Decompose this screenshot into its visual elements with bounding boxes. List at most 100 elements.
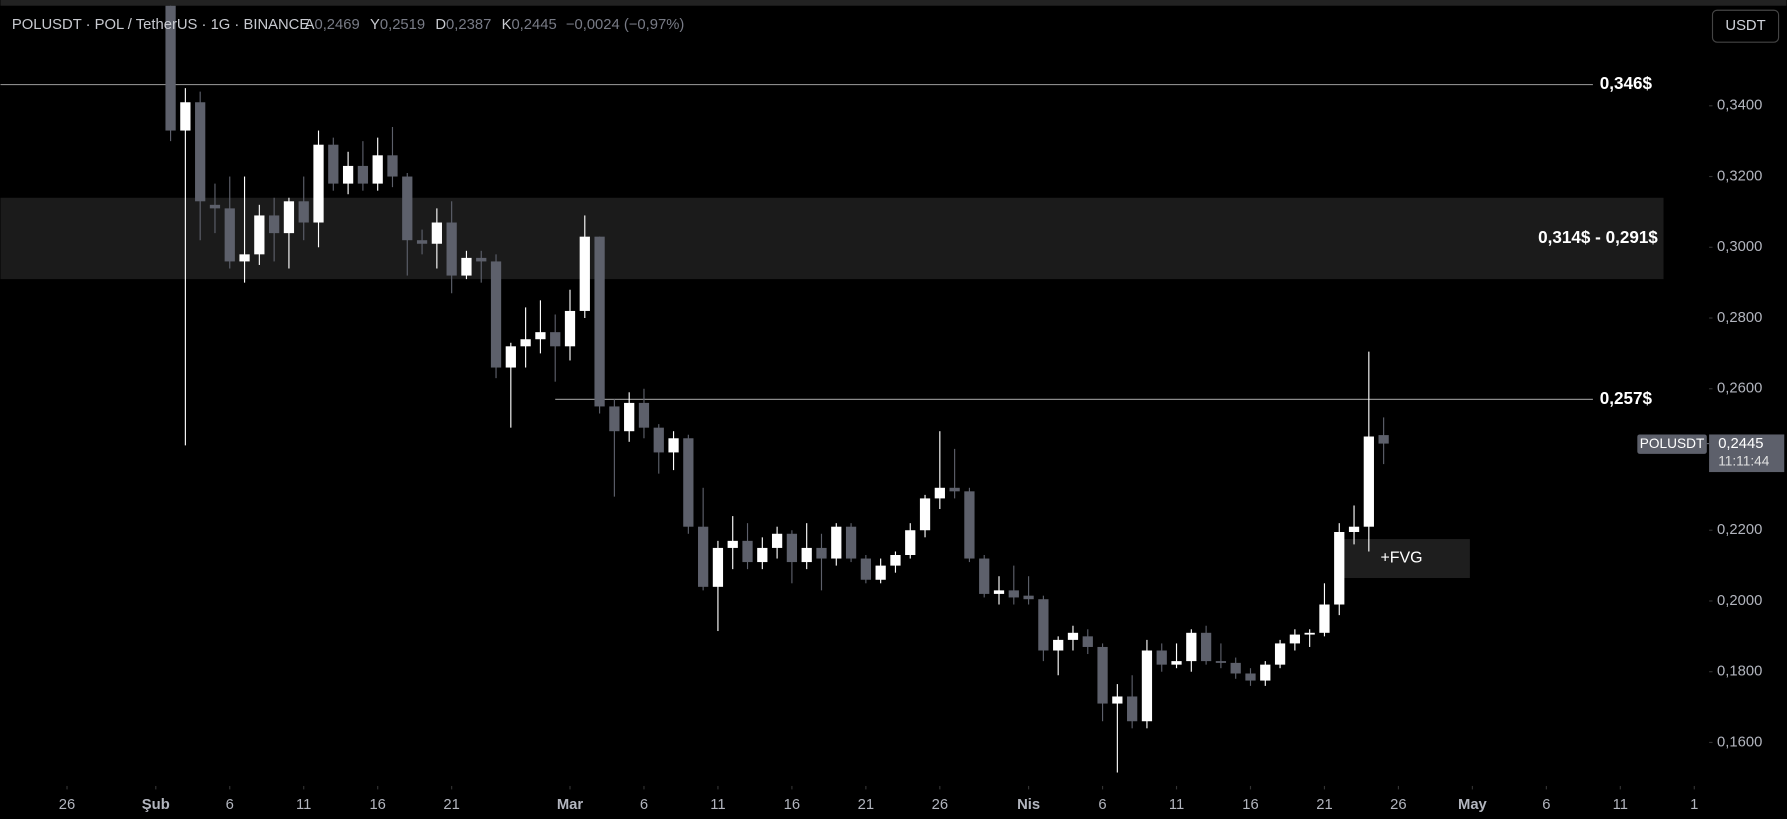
- x-tick-label: 11: [710, 797, 725, 813]
- candle-body: [1363, 436, 1374, 527]
- candle-body: [505, 346, 516, 368]
- candle-body: [624, 402, 635, 432]
- legend-key: A: [305, 17, 315, 33]
- candle-body: [919, 498, 931, 531]
- legend-key: Y: [370, 17, 380, 33]
- x-tick-label: 11: [296, 797, 311, 813]
- candle-body: [831, 526, 842, 559]
- candle-body: [683, 438, 694, 527]
- candle-body: [180, 102, 191, 131]
- candle-body: [283, 201, 295, 234]
- price-zone: [0, 197, 1664, 280]
- candle-body: [239, 254, 250, 262]
- candle-body: [1230, 662, 1241, 674]
- x-tick-label: 26: [1390, 797, 1406, 813]
- candle-body: [934, 487, 945, 499]
- candle-body: [1186, 632, 1197, 662]
- candle-body: [535, 332, 546, 340]
- candle-body: [949, 487, 960, 492]
- level-label: 0,346$: [1600, 74, 1653, 93]
- candle-body: [786, 533, 798, 563]
- y-tick-label: 0,1800: [1717, 664, 1762, 680]
- candle-body: [1245, 673, 1256, 681]
- candle-body: [993, 590, 1005, 594]
- legend-value: 0,2469: [314, 17, 359, 33]
- x-tick-label: 16: [784, 797, 800, 813]
- candle-body: [1038, 599, 1049, 651]
- x-tick-label: 11: [1169, 797, 1184, 813]
- y-tick-label: 0,2800: [1717, 310, 1762, 326]
- y-tick-label: 0,3200: [1717, 168, 1762, 184]
- x-tick-label: 6: [226, 797, 234, 813]
- candle-body: [771, 533, 783, 548]
- x-tick-label: 21: [1316, 797, 1332, 813]
- candle-body: [1334, 532, 1345, 605]
- y-tick-label: 0,3000: [1717, 239, 1762, 255]
- candle-body: [1215, 661, 1227, 663]
- candle-body: [564, 310, 576, 347]
- candle-body: [1053, 639, 1064, 651]
- candle-body: [1200, 632, 1212, 662]
- candle-body: [1141, 650, 1153, 722]
- candle-body: [653, 427, 664, 453]
- candle-body: [1319, 604, 1330, 633]
- candle-body: [402, 176, 413, 241]
- candle-body: [964, 491, 975, 559]
- candle-body: [461, 257, 472, 276]
- candle-body: [224, 208, 235, 262]
- legend-value: 0,2387: [446, 17, 491, 33]
- x-tick-label: 6: [1098, 797, 1106, 813]
- price-tag: [1709, 434, 1785, 473]
- x-tick-label: 21: [858, 797, 874, 813]
- candle-body: [1127, 696, 1138, 722]
- candle-body: [609, 406, 620, 432]
- candle-body: [860, 558, 871, 580]
- candle-body: [254, 215, 265, 255]
- candle-body: [298, 201, 309, 223]
- currency[interactable]: USDT: [1725, 18, 1765, 34]
- candle-body: [1156, 650, 1167, 665]
- x-tick-label: 16: [369, 797, 385, 813]
- x-tick-label: 11: [1613, 797, 1628, 813]
- candle-body: [1112, 696, 1123, 704]
- candle-body: [520, 339, 531, 347]
- candle-body: [905, 530, 916, 555]
- candle-body: [372, 155, 383, 184]
- candle-body: [579, 236, 590, 311]
- x-tick-label: 21: [443, 797, 459, 813]
- price-tag-label: 0,2445: [1718, 436, 1763, 452]
- x-tick-label: 26: [59, 797, 75, 813]
- fvg-box: [1335, 539, 1470, 578]
- candle-body: [1008, 590, 1019, 598]
- candle-body: [1171, 661, 1182, 665]
- candle-body: [594, 236, 605, 407]
- candle-body: [712, 547, 724, 587]
- candle-body: [1378, 435, 1389, 444]
- x-tick-label: Şub: [142, 797, 170, 813]
- y-tick-label: 0,2200: [1717, 522, 1762, 538]
- candle-body: [698, 526, 709, 587]
- candle-body: [845, 526, 857, 559]
- ohlc-legend: A0,2469 Y0,2519 D0,2387 K0,2445 −0,0024 (−0,…: [305, 17, 685, 33]
- candle-body: [476, 257, 487, 262]
- candle-body: [727, 540, 738, 548]
- candle-body: [638, 402, 650, 428]
- top-border: [0, 0, 1787, 6]
- candle-body: [668, 438, 679, 453]
- candle-body: [1304, 632, 1315, 635]
- candle-body: [979, 558, 990, 594]
- currency-box[interactable]: [1711, 9, 1780, 43]
- candle-body: [416, 240, 428, 244]
- x-tick-label: 26: [932, 797, 948, 813]
- candle-body: [165, 5, 176, 131]
- candle-body: [269, 215, 280, 234]
- candle-body: [1082, 636, 1093, 647]
- x-tick-label: 16: [1242, 797, 1258, 813]
- y-tick-label: 0,2600: [1717, 381, 1762, 397]
- candle-body: [757, 547, 768, 563]
- candle-body: [742, 540, 753, 563]
- countdown-label: 11:11:44: [1718, 453, 1770, 468]
- symbol-tag: [1637, 434, 1707, 454]
